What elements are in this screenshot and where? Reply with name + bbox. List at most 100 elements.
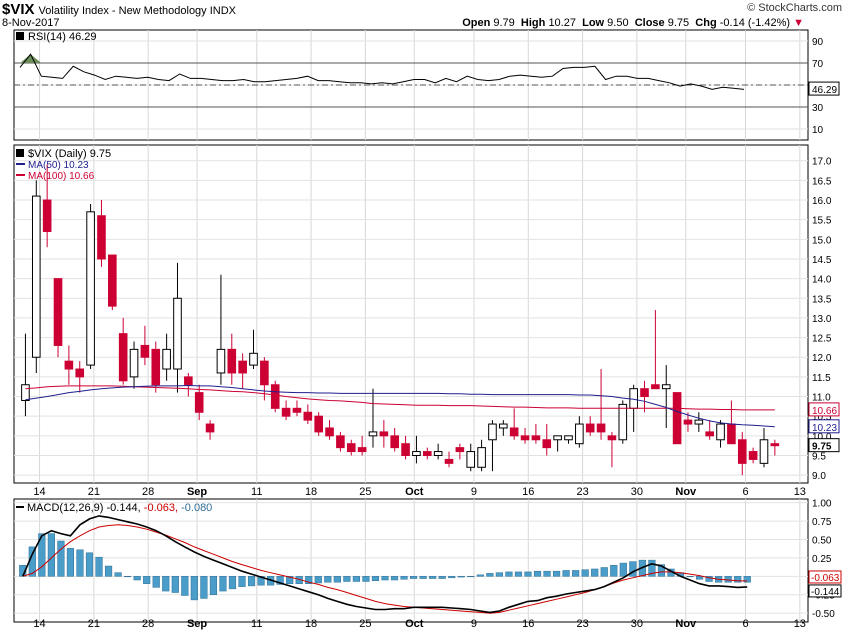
candle-body (531, 435, 541, 441)
macd-hist-bar (648, 559, 656, 577)
macd-hist-bar (724, 576, 732, 583)
candle-body (433, 451, 443, 456)
candle (596, 369, 606, 440)
open-value: 9.79 (493, 17, 515, 29)
candle (151, 341, 161, 393)
price-x-tick: Sep (187, 486, 207, 498)
rsi-tick-label: 30 (812, 103, 824, 114)
candle-body (357, 447, 367, 453)
macd-hist-bar (734, 576, 742, 583)
candle-body (64, 360, 74, 370)
price-tick-label: 14.0 (812, 275, 832, 286)
candle-body (260, 360, 269, 386)
candle-body (184, 376, 193, 386)
candle (292, 400, 302, 417)
macd-hist-bar (629, 561, 637, 577)
ma50-price-label: 10.23 (812, 423, 837, 434)
candle (216, 274, 226, 385)
macd-x-tick: 30 (631, 618, 643, 630)
candle (737, 431, 747, 476)
macd-hist-bar (591, 568, 599, 577)
price-tick-label: 11.0 (812, 393, 831, 404)
candle (412, 435, 421, 464)
macd-hist-bar (543, 570, 551, 577)
candle (129, 341, 139, 389)
candle (140, 325, 150, 366)
candle-body (618, 403, 628, 441)
macd-hist-bar (333, 576, 341, 583)
candle (661, 365, 671, 428)
low-value: 9.50 (607, 17, 629, 29)
macd-hist-bar (276, 576, 284, 585)
price-legend: $VIX (Daily) 9.75 (28, 148, 111, 160)
macd-hist-bar (438, 576, 446, 579)
candle (42, 164, 52, 248)
macd-hist-bar (362, 576, 370, 582)
candle-body (249, 352, 258, 366)
candle-body (466, 451, 476, 468)
candle (260, 357, 269, 401)
price-x-tick: 6 (742, 486, 748, 498)
candle (390, 427, 400, 452)
candle (770, 439, 780, 456)
candle (162, 333, 171, 381)
macd-price-label: -0.144 (811, 587, 840, 598)
macd-tick-label: 0.75 (812, 517, 832, 528)
price-pane (13, 144, 809, 484)
macd-tick-label: 1.00 (812, 499, 832, 510)
candle-body (42, 199, 52, 232)
candle-body (770, 443, 780, 447)
macd-hist-bar (486, 573, 494, 577)
macd-hist-bar (85, 552, 94, 577)
price-tick-label: 12.5 (812, 334, 832, 345)
candle-body (737, 439, 747, 464)
macd-hist-bar (495, 572, 503, 577)
symbol-label: $VIX (2, 1, 35, 18)
candle (477, 439, 486, 472)
macd-x-tick: 21 (88, 618, 100, 630)
macd-tick-label: 0.25 (812, 554, 832, 565)
candle-body (173, 297, 182, 370)
price-tick-label: 15.0 (812, 235, 832, 246)
price-x-tick: 9 (471, 486, 477, 498)
macd-x-tick: 6 (742, 618, 748, 630)
macd-hist-bar (610, 565, 618, 577)
macd-hist-bar (390, 576, 399, 581)
macd-hist-bar (514, 571, 523, 577)
candle-body (368, 431, 378, 437)
candle (346, 439, 356, 456)
candle-body (379, 431, 389, 437)
macd-hist-bar (429, 576, 437, 579)
candle (607, 431, 617, 468)
macd-hist-bar (200, 576, 208, 599)
macd-hist-bar (343, 576, 351, 582)
down-arrow-icon: ▼ (793, 17, 804, 29)
candle (618, 400, 628, 444)
macd-hist-bar (286, 576, 294, 584)
candle-body (270, 384, 280, 409)
candle (422, 447, 432, 460)
price-x-tick: 14 (33, 486, 45, 498)
candle-body (390, 435, 400, 449)
macd-hist-bar (410, 576, 418, 579)
close-value: 9.75 (667, 17, 690, 29)
macd-hist-bar (619, 562, 627, 577)
candle-body (118, 333, 128, 382)
brand-watermark: © StockCharts.com (747, 2, 842, 14)
candle (173, 262, 182, 393)
candle (336, 431, 345, 452)
macd-hist-bar (581, 569, 589, 577)
macd-hist-bar (572, 570, 580, 577)
candle-body (97, 215, 106, 260)
signal-price-label: -0.063 (811, 573, 840, 584)
rsi-line (19, 53, 745, 90)
candle-body (108, 254, 117, 307)
price-x-tick: 13 (794, 486, 806, 498)
candle-body (727, 423, 736, 445)
price-tick-label: 9.5 (812, 451, 826, 462)
candle-body (325, 427, 334, 437)
candle-body (564, 435, 573, 441)
candle (748, 447, 758, 464)
price-legend-swatch (16, 149, 24, 157)
signal-price-label-box (808, 570, 842, 584)
